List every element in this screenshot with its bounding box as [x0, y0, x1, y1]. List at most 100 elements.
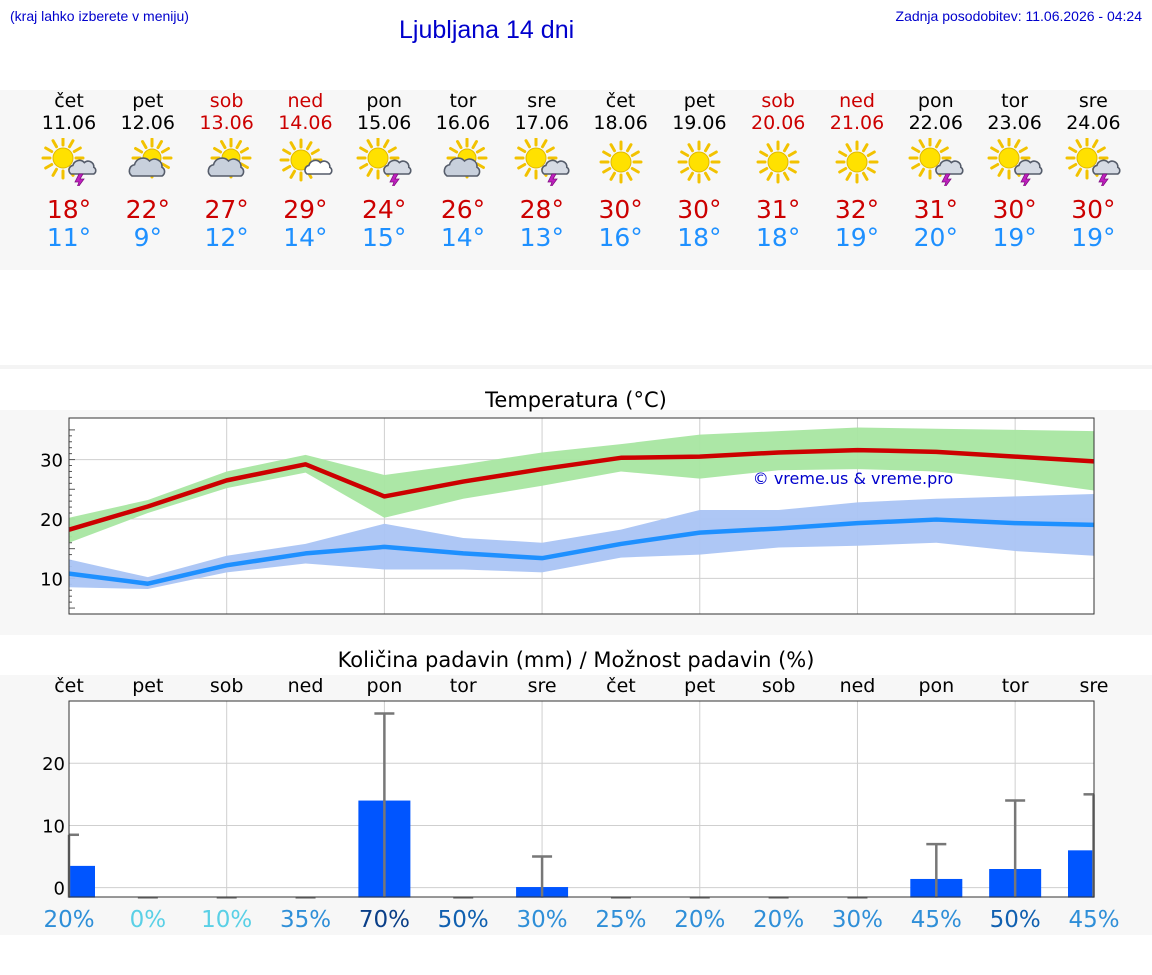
sun-ray: [609, 143, 616, 153]
sun-ray: [918, 167, 925, 177]
date-label: 13.06: [199, 112, 254, 134]
weekday-label: tor: [449, 90, 477, 112]
forecast-day: pet 12.06 22° 9°: [108, 90, 188, 252]
sun-disc: [290, 149, 312, 171]
max-temperature: 31°: [913, 195, 958, 224]
min-temp-point: [935, 519, 937, 521]
plot-area: [69, 701, 1094, 897]
sun-ray: [787, 167, 798, 174]
sun-ray: [160, 147, 170, 154]
sun-ray: [1092, 139, 1099, 149]
forecast-day: ned 21.06 32° 19°: [817, 90, 897, 252]
date-label: 22.06: [908, 112, 963, 134]
sun-shape: [514, 138, 558, 180]
sun-disc: [52, 147, 74, 169]
min-temp-point: [226, 564, 228, 566]
sun-ray: [516, 146, 527, 153]
sun-ray: [783, 171, 790, 181]
cloud-shape: [128, 157, 166, 177]
temperature-chart-title: Temperatura (°C): [485, 388, 667, 412]
sun-ray: [759, 150, 769, 157]
sun-ray: [72, 146, 82, 153]
max-temp-line: [68, 447, 1095, 532]
precip-probability-label: 50%: [438, 907, 489, 933]
min-temperature: 18°: [756, 223, 801, 252]
date-label: 19.06: [672, 112, 727, 134]
sun-cloud-icon: [128, 138, 173, 179]
max-temperature: 26°: [440, 195, 486, 224]
date-label: 21.06: [829, 112, 885, 134]
sun-ray: [1013, 139, 1021, 149]
sun-ray: [239, 162, 249, 169]
sun-ray: [540, 139, 548, 149]
sun-ray: [359, 163, 369, 170]
sun-ray: [289, 141, 297, 151]
weekday-label: čet: [54, 90, 84, 112]
lightning-bolt: [941, 173, 952, 186]
min-temp-point: [541, 557, 543, 559]
max-temp-point: [778, 451, 780, 453]
precip-probability-label: 50%: [990, 907, 1041, 933]
sun-ray: [630, 167, 640, 174]
min-temperature: 18°: [677, 223, 722, 252]
precip-probability-label: 45%: [1068, 907, 1119, 933]
date-label: 23.06: [987, 112, 1042, 134]
sun-ray: [289, 169, 297, 179]
max-temp-point: [620, 457, 622, 459]
date-label: 24.06: [1066, 112, 1121, 134]
min-temp-point: [856, 522, 858, 524]
sun-ray: [997, 139, 1004, 149]
date-label: 20.06: [750, 112, 806, 134]
precip-probability-label: 0%: [130, 907, 167, 933]
max-temperature: 29°: [283, 195, 328, 224]
sun-ray: [524, 167, 531, 177]
min-temp-point: [620, 543, 622, 545]
sun-ray: [282, 165, 292, 172]
min-temp-point: [147, 583, 149, 585]
sun-ray: [759, 167, 769, 174]
sun-cloud-lightning-icon: [514, 138, 570, 186]
sun-ray: [212, 147, 222, 154]
sun-ray: [68, 139, 75, 149]
sun-ray: [787, 150, 798, 157]
plot-frame: [68, 700, 1095, 898]
sun-ray: [601, 150, 611, 157]
precip-probability-label: 20%: [753, 907, 804, 933]
sun-ray: [609, 171, 616, 181]
lightning-bolt: [1098, 173, 1110, 186]
weekday-label: sre: [1078, 90, 1108, 112]
x-category-label: sob: [762, 675, 796, 697]
sun-ray: [156, 140, 163, 150]
max-temperature: 18°: [46, 195, 92, 224]
sun-ray: [862, 171, 869, 181]
min-temp-point: [1014, 522, 1016, 524]
sun-ray: [934, 139, 942, 149]
weekday-label: ned: [839, 90, 875, 112]
sun-ray: [625, 143, 633, 153]
min-temp-line: [68, 517, 1095, 586]
max-temperature: 32°: [834, 195, 880, 224]
sun-ray: [366, 139, 374, 149]
min-temp-point: [383, 546, 385, 548]
location-hint[interactable]: (kraj lahko izberete v meniju): [10, 8, 189, 24]
sun-ray: [866, 167, 876, 174]
weekday-label: ned: [287, 90, 324, 112]
sun-ray: [766, 171, 774, 181]
sun-ray: [625, 171, 633, 181]
sun-ray: [449, 147, 459, 154]
plot-frame: [68, 417, 1095, 615]
cloud-shape: [68, 159, 97, 175]
forecast-day: sob 13.06 27° 12°: [187, 90, 267, 252]
sun-ray: [997, 167, 1004, 177]
x-category-label: pet: [132, 675, 163, 697]
y-tick-label: 10: [40, 569, 63, 590]
sun-ray: [910, 163, 921, 170]
forecast-day: tor 23.06 30° 19°: [975, 90, 1055, 252]
sun-ray: [51, 139, 58, 149]
sun-ray: [704, 143, 711, 153]
weekday-label: čet: [605, 90, 636, 112]
precipitation-chart-title: Količina padavin (mm) / Možnost padavin …: [337, 648, 815, 672]
sun-ray: [219, 140, 227, 150]
sun-ray: [387, 146, 398, 153]
sun-disc: [846, 151, 868, 173]
